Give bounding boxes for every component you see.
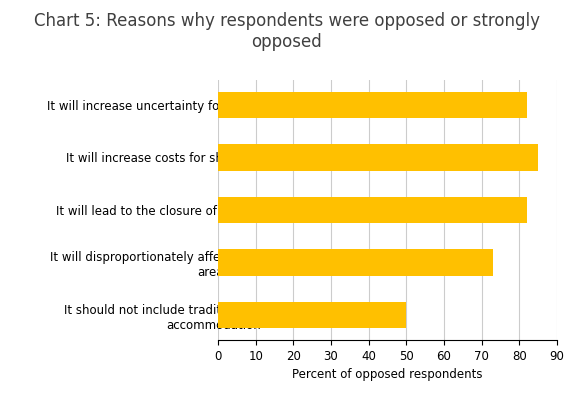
Bar bbox=[218, 302, 406, 328]
Bar bbox=[218, 249, 493, 276]
Bar bbox=[218, 197, 527, 223]
Bar bbox=[218, 92, 527, 118]
X-axis label: Percent of opposed respondents: Percent of opposed respondents bbox=[292, 368, 483, 381]
Text: Chart 5: Reasons why respondents were opposed or strongly
opposed: Chart 5: Reasons why respondents were op… bbox=[34, 12, 540, 51]
Bar bbox=[218, 144, 538, 171]
